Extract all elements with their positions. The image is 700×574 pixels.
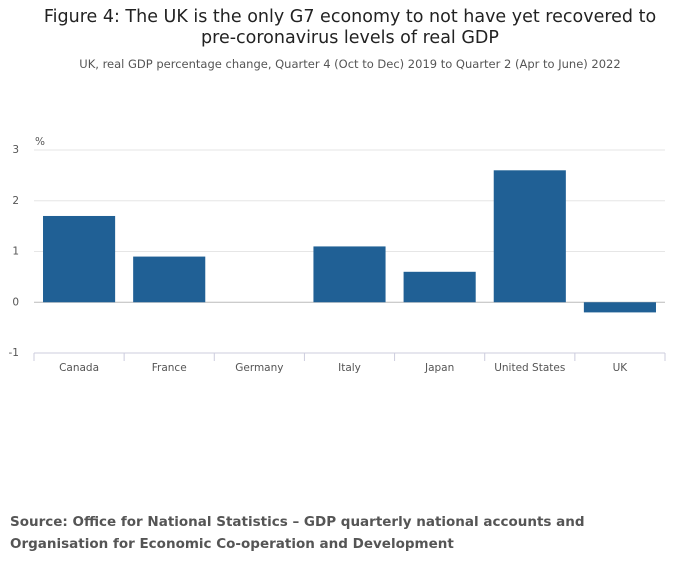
chart-title: Figure 4: The UK is the only G7 economy … (43, 7, 657, 48)
bar (313, 246, 386, 303)
bar (133, 256, 206, 303)
x-tick-label: Germany (235, 362, 283, 374)
x-tick-label: Canada (59, 362, 99, 374)
chart-subtitle: UK, real GDP percentage change, Quarter … (79, 57, 621, 71)
y-axis-label: % (35, 136, 45, 148)
bar (43, 215, 116, 303)
source-note: Source: Office for National Statistics –… (10, 514, 585, 552)
y-tick-label: 3 (12, 144, 19, 156)
x-tick-label: United States (494, 362, 565, 374)
x-tick-label: UK (613, 362, 629, 374)
bar (493, 170, 566, 303)
y-tick-label: 1 (12, 246, 19, 258)
chart: % -1 0 1 2 3 Canada France Germany Italy Japan Unit… (9, 136, 666, 374)
bar (403, 271, 476, 303)
x-tick-label: Italy (338, 362, 361, 374)
x-tick-label: Japan (424, 362, 454, 374)
y-tick-label: -1 (9, 347, 19, 359)
y-tick-label: 0 (12, 296, 19, 308)
y-tick-label: 2 (12, 195, 19, 207)
x-tick-label: France (152, 362, 187, 374)
bar (583, 302, 656, 313)
